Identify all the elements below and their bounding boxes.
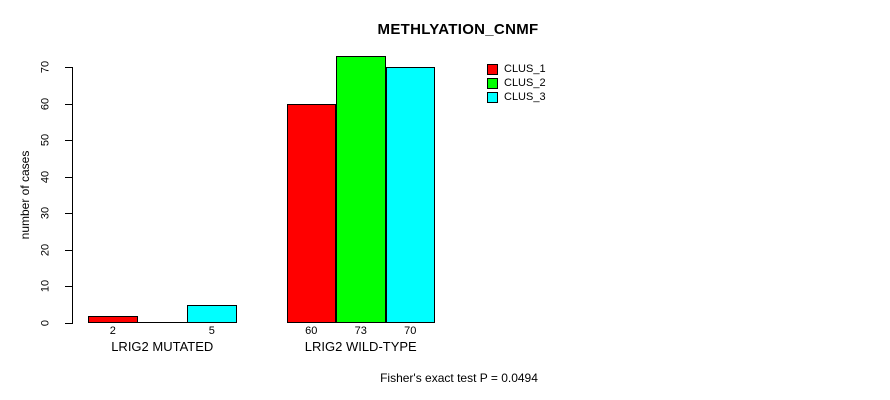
bar-value-label: 60 <box>305 325 318 337</box>
y-axis-tick <box>65 140 72 141</box>
bar-value-label: 70 <box>404 325 417 337</box>
x-axis-category-label: LRIG2 WILD-TYPE <box>304 339 417 354</box>
legend-item-clus-1: CLUS_1 <box>487 63 546 75</box>
legend-item-clus-3: CLUS_3 <box>487 91 546 103</box>
legend-item-clus-2: CLUS_2 <box>487 77 546 89</box>
y-axis-tick <box>65 104 72 105</box>
y-axis-tick <box>65 177 72 178</box>
bar-clus_1-2 <box>286 104 336 323</box>
chart-title: METHLYATION_CNMF <box>377 21 539 38</box>
bar-clus_3-1 <box>187 305 237 323</box>
legend: CLUS_1 CLUS_2 CLUS_3 <box>487 63 546 103</box>
y-axis-tick <box>65 323 72 324</box>
legend-label-clus-2: CLUS_2 <box>504 77 546 89</box>
y-axis-tick-label: 20 <box>39 243 52 257</box>
y-axis-tick <box>65 67 72 68</box>
y-axis-line <box>72 67 73 324</box>
y-axis-tick <box>65 286 72 287</box>
y-axis-tick-label: 50 <box>39 133 52 147</box>
y-axis-tick-label: 0 <box>39 319 52 327</box>
y-axis-tick <box>65 213 72 214</box>
bar-clus_2-2 <box>336 56 386 323</box>
bar-value-label: 2 <box>109 325 116 337</box>
y-axis-tick-label: 10 <box>39 279 52 293</box>
x-axis-category-label: LRIG2 MUTATED <box>111 339 214 354</box>
y-axis-tick-label: 70 <box>39 60 52 74</box>
y-axis-tick <box>65 250 72 251</box>
legend-label-clus-3: CLUS_3 <box>504 91 546 103</box>
y-axis-tick-label: 30 <box>39 206 52 220</box>
annotation-fisher-test: Fisher's exact test P = 0.0494 <box>380 371 538 385</box>
legend-swatch-clus-1-icon <box>487 63 498 75</box>
legend-label-clus-1: CLUS_1 <box>504 63 546 75</box>
bar-clus_3-2 <box>385 67 435 323</box>
bar-clus_2-1-zero <box>137 322 187 323</box>
legend-swatch-clus-3-icon <box>487 91 498 103</box>
legend-swatch-clus-2-icon <box>487 77 498 89</box>
bar-value-label: 73 <box>354 325 367 337</box>
y-axis-tick-label: 60 <box>39 97 52 111</box>
y-axis-tick-label: 40 <box>39 170 52 184</box>
y-axis-label: number of cases <box>18 150 32 240</box>
bar-clus_1-1 <box>88 316 138 323</box>
bar-value-label: 5 <box>208 325 215 337</box>
